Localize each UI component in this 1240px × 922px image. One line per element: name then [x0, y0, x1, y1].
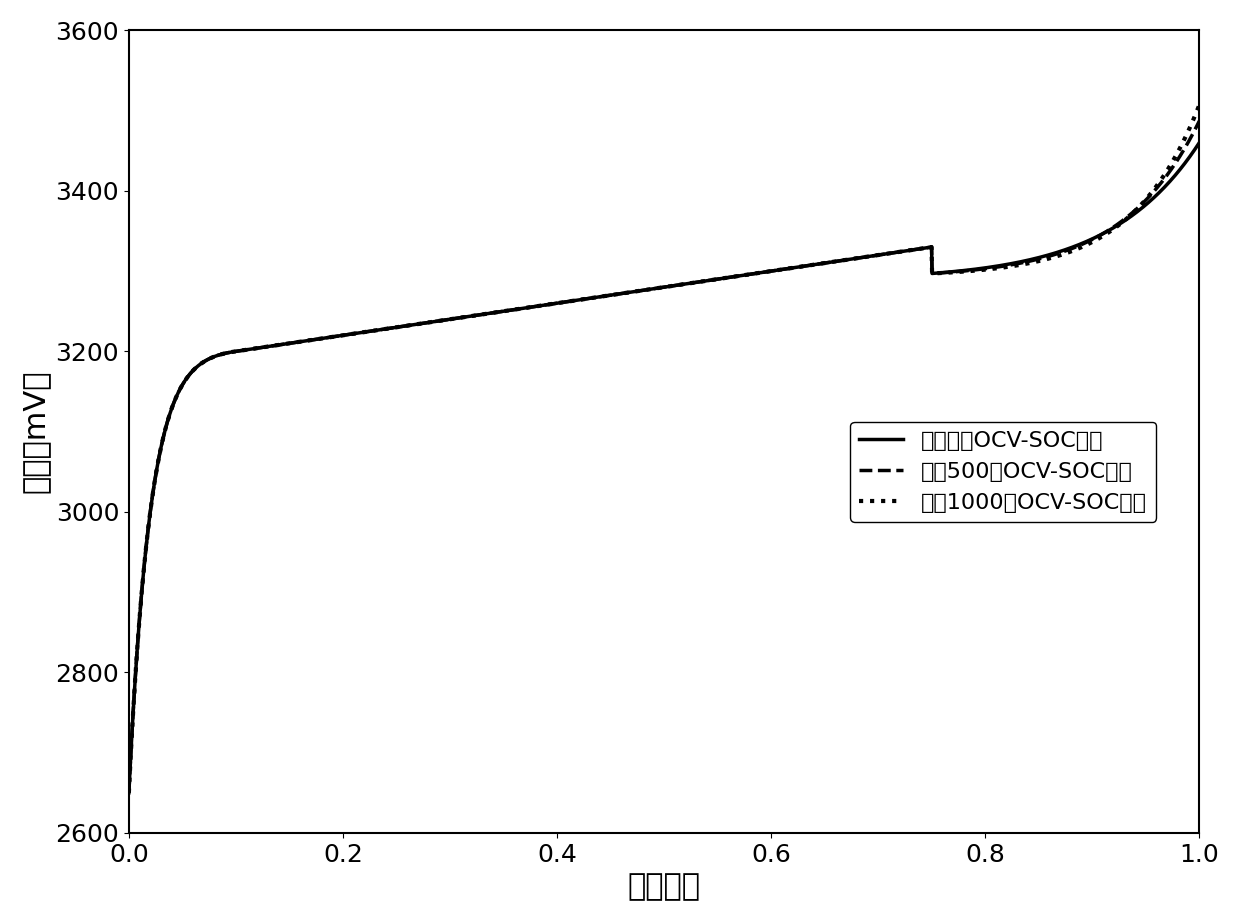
Line: 循环1000次OCV-SOC曲线: 循环1000次OCV-SOC曲线: [129, 105, 1199, 793]
循环500次OCV-SOC曲线: [122, 787, 136, 798]
初始时刻OCV-SOC曲线: [965, 264, 980, 275]
循环1000次OCV-SOC曲线: [122, 787, 136, 798]
循环500次OCV-SOC曲线: [965, 265, 980, 276]
循环1000次OCV-SOC曲线: [176, 377, 191, 388]
循环500次OCV-SOC曲线: [176, 377, 191, 388]
初始时刻OCV-SOC曲线: [614, 288, 629, 299]
初始时刻OCV-SOC曲线: [642, 284, 657, 295]
循环500次OCV-SOC曲线: [1161, 169, 1176, 180]
循环1000次OCV-SOC曲线: [965, 266, 980, 277]
循环500次OCV-SOC曲线: [642, 284, 657, 295]
循环1000次OCV-SOC曲线: [614, 288, 629, 299]
Legend: 初始时刻OCV-SOC曲线, 循环500次OCV-SOC曲线, 循环1000次OCV-SOC曲线: 初始时刻OCV-SOC曲线, 循环500次OCV-SOC曲线, 循环1000次O…: [851, 421, 1156, 522]
循环500次OCV-SOC曲线: [1192, 115, 1207, 126]
Line: 循环500次OCV-SOC曲线: 循环500次OCV-SOC曲线: [129, 121, 1199, 793]
X-axis label: 荷电状态: 荷电状态: [627, 872, 701, 901]
循环500次OCV-SOC曲线: [1161, 168, 1176, 179]
Line: 初始时刻OCV-SOC曲线: 初始时刻OCV-SOC曲线: [129, 143, 1199, 793]
循环1000次OCV-SOC曲线: [1161, 164, 1176, 175]
初始时刻OCV-SOC曲线: [1161, 178, 1176, 189]
循环1000次OCV-SOC曲线: [1192, 100, 1207, 111]
初始时刻OCV-SOC曲线: [1161, 178, 1176, 189]
Y-axis label: 电压（mV）: 电压（mV）: [21, 370, 50, 493]
循环1000次OCV-SOC曲线: [642, 284, 657, 295]
循环500次OCV-SOC曲线: [614, 288, 629, 299]
初始时刻OCV-SOC曲线: [1192, 137, 1207, 148]
初始时刻OCV-SOC曲线: [176, 377, 191, 388]
初始时刻OCV-SOC曲线: [122, 787, 136, 798]
循环1000次OCV-SOC曲线: [1161, 163, 1176, 174]
